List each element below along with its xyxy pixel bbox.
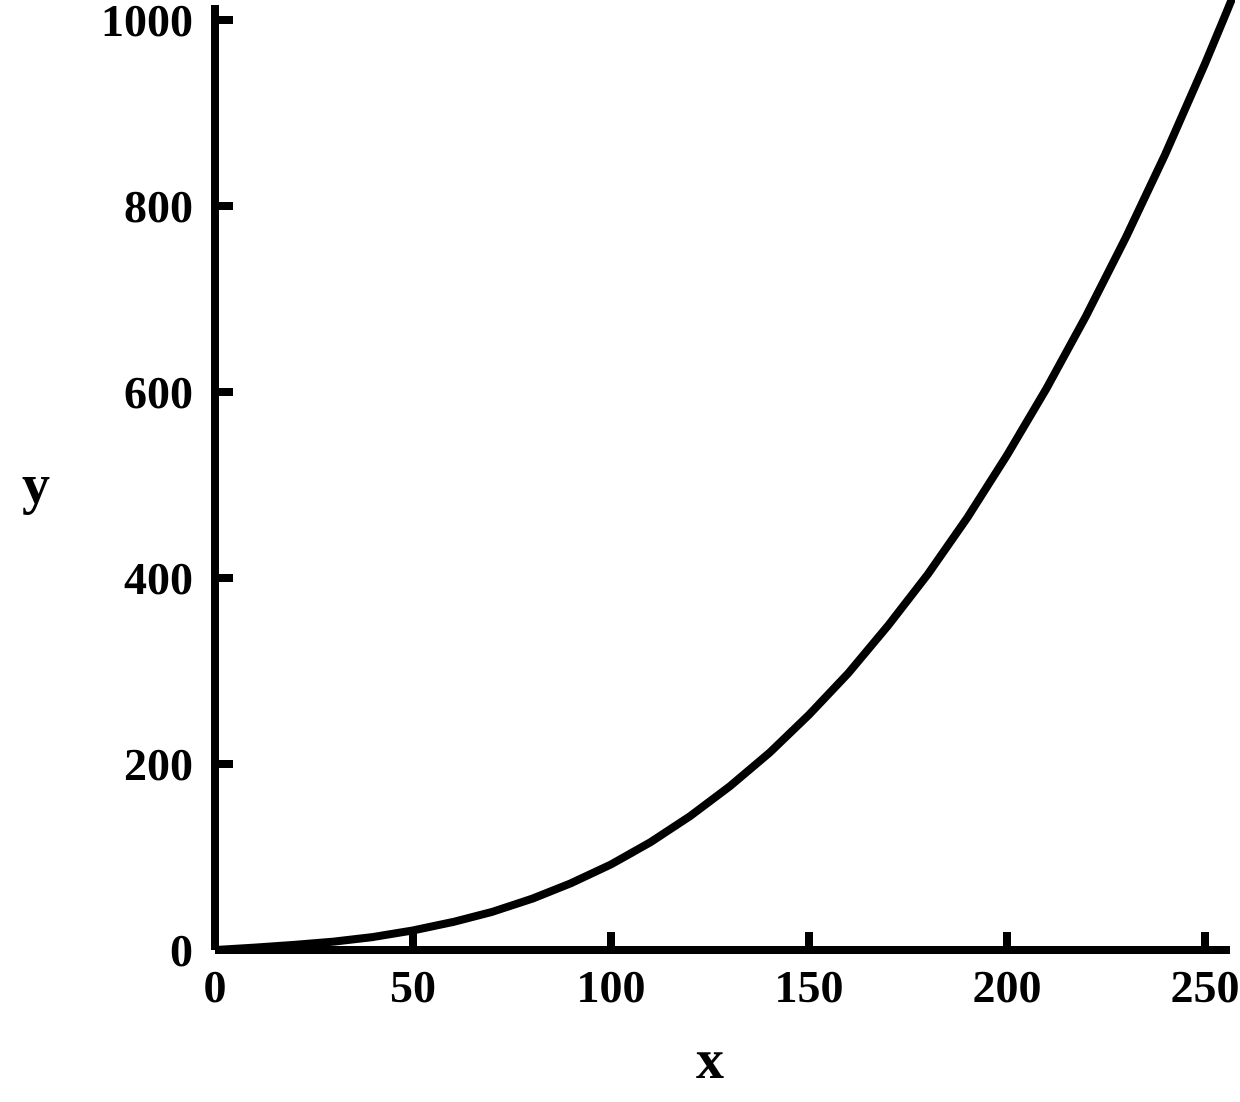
y-tick-label: 600 <box>124 367 193 418</box>
x-tick-label: 0 <box>204 961 227 1012</box>
y-tick-label: 800 <box>124 181 193 232</box>
line-chart-svg: 0 50 100 150 200 250 0 200 400 600 800 1000 x y <box>0 0 1240 1102</box>
y-tick-label: 200 <box>124 739 193 790</box>
x-tick-label: 250 <box>1171 961 1240 1012</box>
x-tick-label: 150 <box>775 961 844 1012</box>
x-tick-label: 50 <box>390 961 436 1012</box>
x-axis-label: x <box>696 1029 724 1091</box>
chart-container: 0 50 100 150 200 250 0 200 400 600 800 1000 x y <box>0 0 1240 1102</box>
y-tick-label: 400 <box>124 553 193 604</box>
x-tick-label: 200 <box>973 961 1042 1012</box>
x-tick-label: 100 <box>577 961 646 1012</box>
y-tick-label: 1000 <box>101 0 193 46</box>
y-axis-label: y <box>22 454 50 516</box>
y-tick-label: 0 <box>170 925 193 976</box>
